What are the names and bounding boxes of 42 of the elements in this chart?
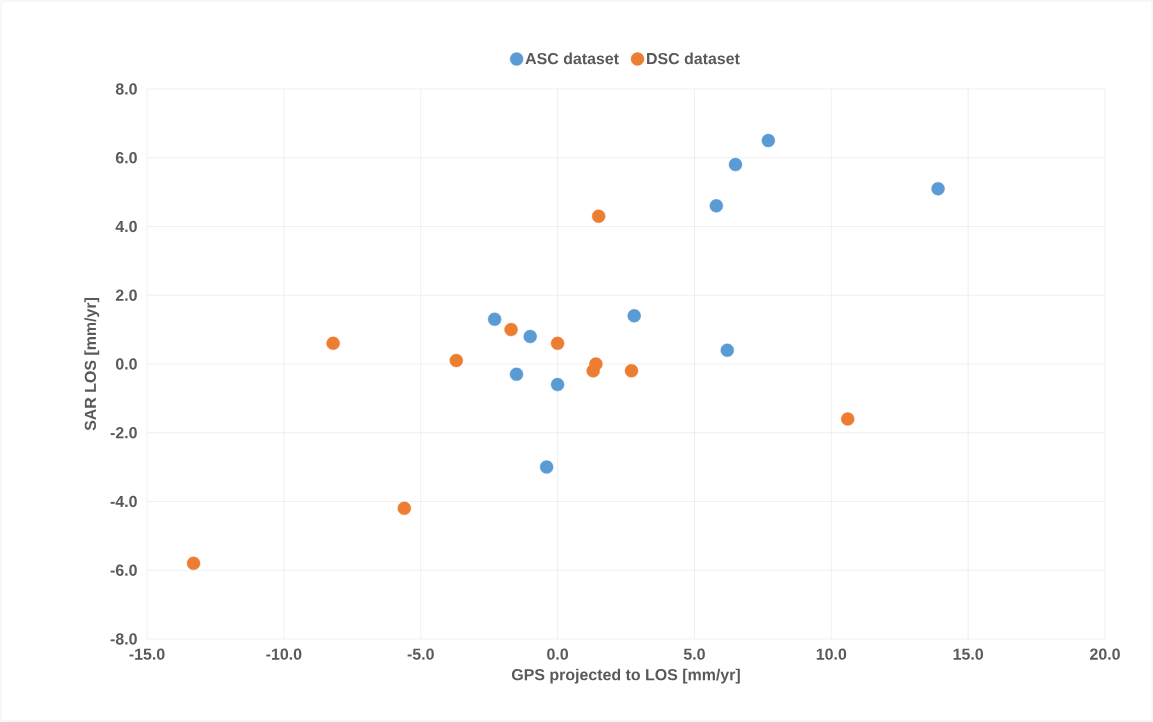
point	[504, 322, 518, 337]
y-tick-label: 0.0	[115, 358, 137, 370]
x-tick-label: 5.0	[683, 648, 705, 660]
y-tick-label: 8.0	[115, 83, 137, 95]
x-tick-label: -15.0	[129, 648, 165, 660]
point	[841, 412, 855, 426]
point	[591, 209, 606, 223]
point	[539, 460, 554, 474]
x-tick-label: 10.0	[816, 648, 847, 660]
x-tick-label: -5.0	[407, 648, 434, 660]
point	[397, 501, 411, 516]
y-tick-label: -4.0	[110, 495, 137, 508]
point	[627, 309, 641, 323]
x-tick-label: 0.0	[547, 648, 568, 660]
x-axis-title: GPS projected to LOS [mm/yr]	[511, 668, 740, 684]
point	[487, 312, 502, 326]
legend-label: ASC dataset	[525, 52, 619, 65]
y-tick-label: -6.0	[110, 564, 137, 576]
point	[624, 364, 639, 378]
point	[728, 157, 743, 172]
point	[326, 336, 340, 351]
point	[720, 343, 734, 357]
point	[523, 329, 537, 344]
x-tick-label: -10.0	[266, 648, 302, 660]
y-tick-label: -2.0	[110, 427, 137, 439]
point	[931, 181, 945, 196]
point	[550, 336, 565, 351]
point	[550, 377, 565, 392]
y-tick-label: 2.0	[115, 289, 137, 301]
legend-label: DSC dataset	[647, 52, 740, 65]
point	[709, 199, 724, 213]
point	[186, 556, 201, 571]
y-tick-label: -8.0	[110, 633, 137, 645]
y-axis-title: SAR LOS [mm/yr]	[84, 298, 100, 431]
y-tick-label: 4.0	[115, 220, 137, 233]
y-tick-label: 6.0	[115, 152, 137, 164]
x-tick-label: 15.0	[953, 648, 983, 660]
x-tick-label: 20.0	[1090, 648, 1120, 660]
point	[586, 364, 600, 378]
point	[509, 367, 524, 381]
point	[449, 353, 464, 368]
point	[761, 133, 776, 148]
